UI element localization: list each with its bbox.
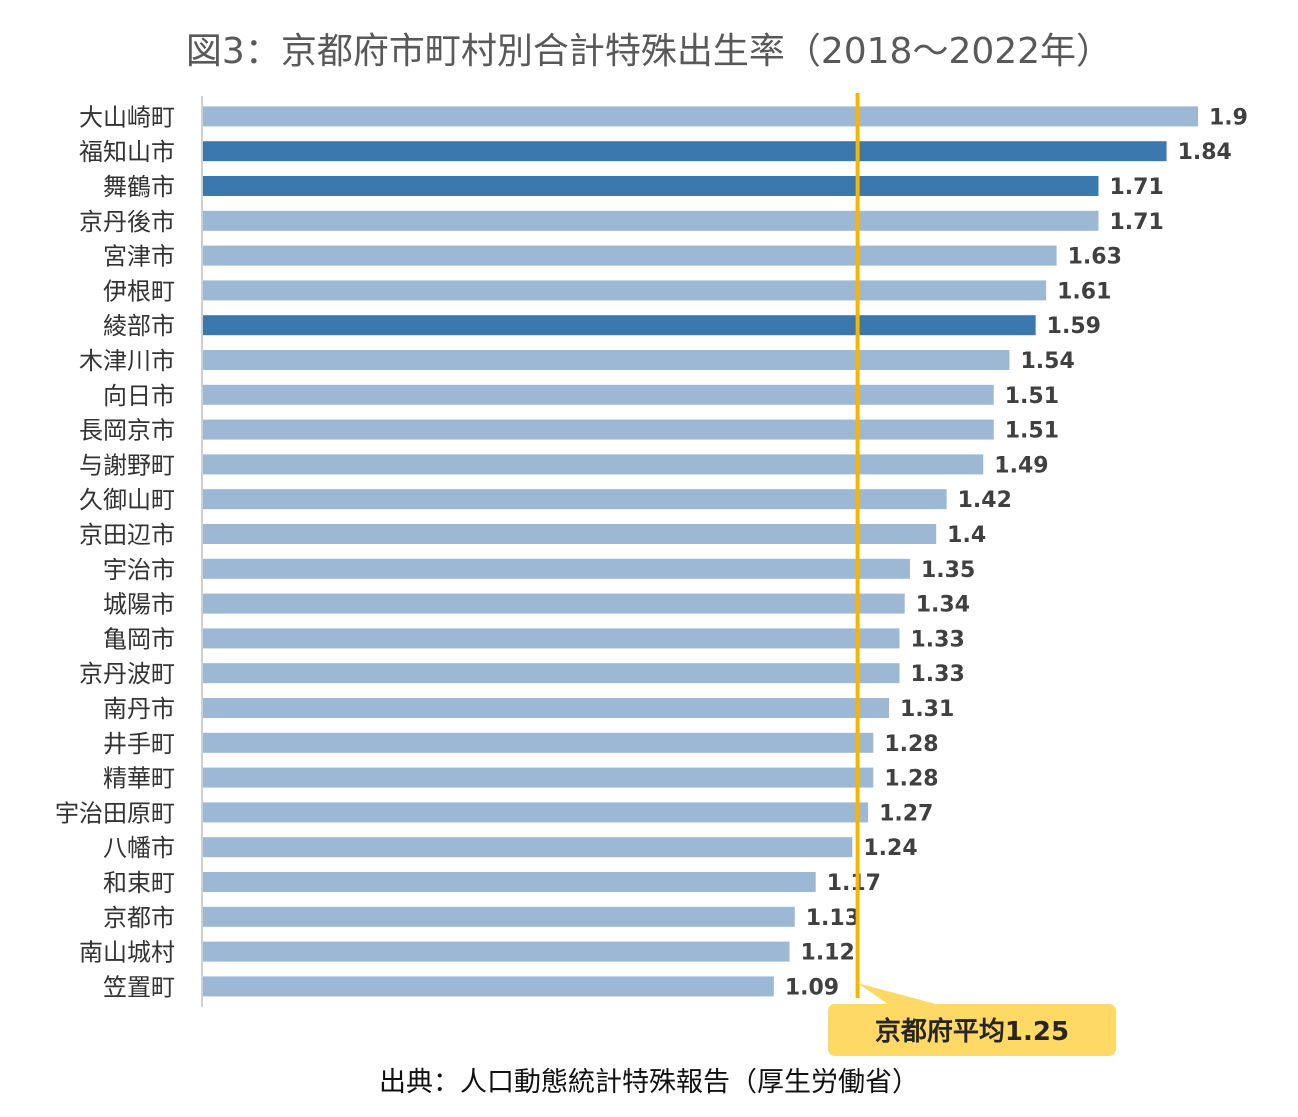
category-label: 宇治市 xyxy=(103,556,175,584)
value-label: 1.71 xyxy=(1110,210,1164,235)
value-label: 1.35 xyxy=(921,558,975,583)
bar xyxy=(203,106,1198,127)
bar xyxy=(203,489,947,510)
value-label: 1.13 xyxy=(806,906,860,931)
chart-source: 出典：人口動態統計特殊報告（厚生労働省） xyxy=(379,1067,919,1098)
category-label: 井手町 xyxy=(103,730,175,758)
value-label: 1.84 xyxy=(1178,140,1232,165)
bar xyxy=(203,419,994,440)
value-label: 1.9 xyxy=(1209,105,1248,130)
value-label: 1.28 xyxy=(884,732,938,757)
bar xyxy=(203,210,1099,231)
category-label: 宇治田原町 xyxy=(55,799,175,827)
category-label: 大山崎町 xyxy=(79,103,175,131)
bar xyxy=(203,384,994,405)
average-label: 京都府平均1.25 xyxy=(875,1016,1069,1047)
category-label: 久御山町 xyxy=(79,486,175,514)
bar xyxy=(203,802,869,823)
value-label: 1.33 xyxy=(911,662,965,687)
average-callout-box xyxy=(828,1004,1116,1056)
bar xyxy=(203,767,874,788)
value-label: 1.71 xyxy=(1110,175,1164,200)
category-label: 与謝野町 xyxy=(79,451,175,479)
value-label: 1.4 xyxy=(947,523,986,548)
bar xyxy=(203,628,900,649)
bar xyxy=(203,732,874,753)
bar xyxy=(203,663,900,684)
bar xyxy=(203,698,890,718)
category-label: 宮津市 xyxy=(103,243,175,271)
category-label: 向日市 xyxy=(103,382,175,410)
value-label: 1.33 xyxy=(911,627,965,652)
bar xyxy=(203,350,1010,370)
value-label: 1.31 xyxy=(900,697,954,722)
category-label: 城陽市 xyxy=(103,591,175,619)
bar xyxy=(203,245,1057,266)
category-label: 福知山市 xyxy=(79,138,175,166)
category-label: 和束町 xyxy=(103,869,175,897)
category-label: 京丹後市 xyxy=(79,208,175,236)
category-label: 伊根町 xyxy=(103,277,175,305)
bar xyxy=(203,176,1099,196)
bar xyxy=(203,280,1047,301)
category-label: 木津川市 xyxy=(79,347,175,375)
value-label: 1.27 xyxy=(879,801,933,826)
bar xyxy=(203,558,910,579)
category-label: 綾部市 xyxy=(103,312,175,340)
category-label: 舞鶴市 xyxy=(103,173,175,201)
value-label: 1.28 xyxy=(884,767,938,792)
category-label: 亀岡市 xyxy=(103,625,175,653)
bar xyxy=(203,941,790,962)
value-label: 1.17 xyxy=(827,871,881,896)
bar xyxy=(203,315,1036,336)
value-label: 1.12 xyxy=(801,941,855,966)
value-label: 1.51 xyxy=(1005,419,1059,444)
value-label: 1.24 xyxy=(863,836,917,861)
category-label: 精華町 xyxy=(103,765,175,793)
bar xyxy=(203,976,774,997)
bar xyxy=(203,141,1167,162)
value-label: 1.61 xyxy=(1057,279,1111,304)
category-label: 京都市 xyxy=(103,904,175,932)
bar xyxy=(203,593,905,614)
value-label: 1.42 xyxy=(958,488,1012,513)
value-label: 1.59 xyxy=(1047,314,1101,339)
bar xyxy=(203,524,937,544)
bar xyxy=(203,872,816,892)
value-label: 1.49 xyxy=(994,453,1048,478)
category-label: 京田辺市 xyxy=(79,521,175,549)
bar xyxy=(203,906,795,927)
value-label: 1.54 xyxy=(1020,349,1074,374)
category-label: 笠置町 xyxy=(103,973,175,1001)
category-label: 長岡京市 xyxy=(79,417,175,445)
value-label: 1.34 xyxy=(916,593,970,618)
category-label: 南丹市 xyxy=(103,695,175,723)
value-label: 1.09 xyxy=(785,975,839,1000)
value-label: 1.51 xyxy=(1005,384,1059,409)
value-label: 1.63 xyxy=(1068,245,1122,270)
category-label: 八幡市 xyxy=(103,834,175,862)
bar xyxy=(203,454,984,475)
chart-title: 図3：京都府市町村別合計特殊出生率（2018～2022年） xyxy=(185,31,1113,72)
category-label: 京丹波町 xyxy=(79,660,175,688)
bar xyxy=(203,837,853,858)
average-callout-pointer xyxy=(857,983,936,1004)
category-label: 南山城村 xyxy=(79,939,175,967)
